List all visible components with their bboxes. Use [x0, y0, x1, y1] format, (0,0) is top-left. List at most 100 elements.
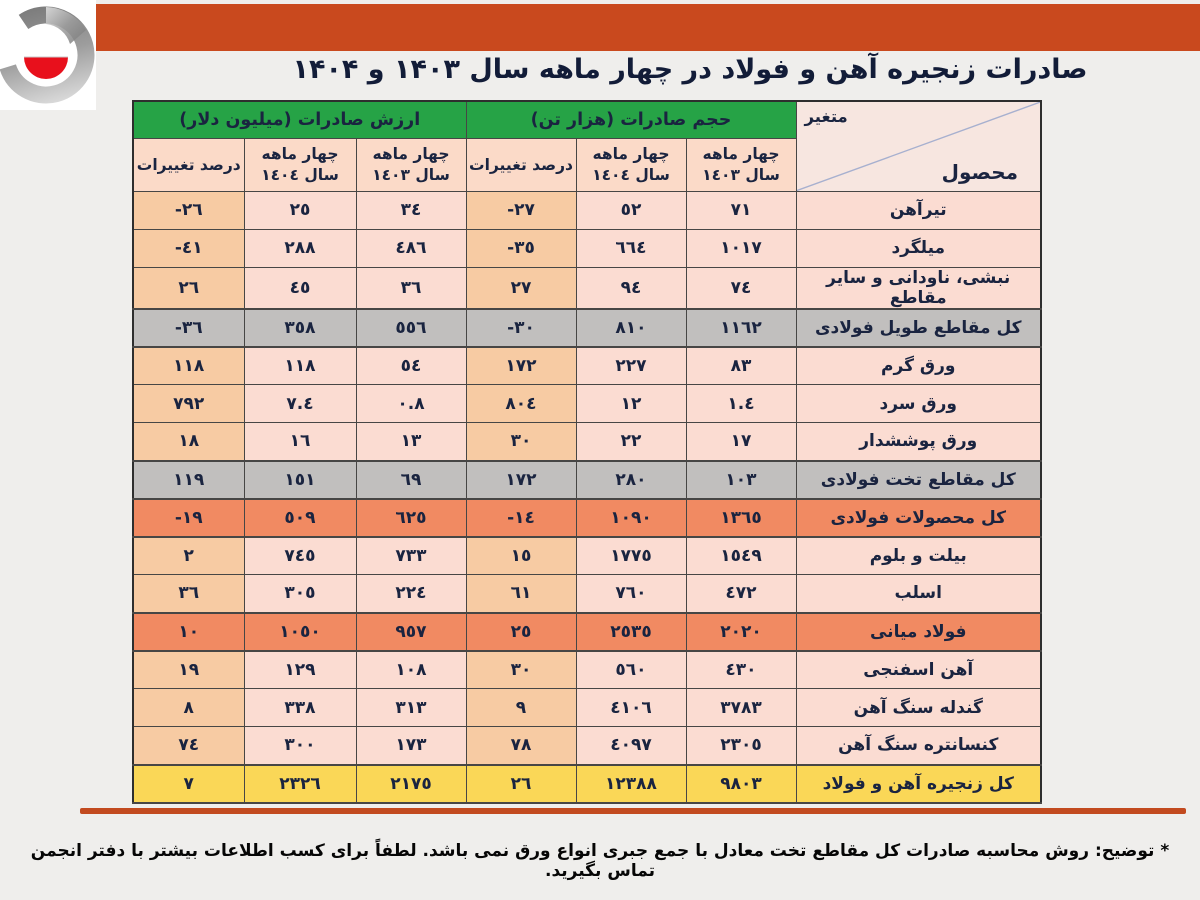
volume-change-cell: ٣٠: [465, 650, 577, 689]
value-1403-cell: ٦٢٥: [355, 497, 467, 538]
volume-change-cell: ١٧٢: [465, 346, 577, 385]
product-name-cell: ورق سرد: [795, 384, 1042, 423]
value-change-cell: ٧: [132, 763, 245, 804]
product-name-cell: فولاد میانی: [795, 611, 1042, 652]
col-header-line: سال ١٤٠٤: [592, 166, 670, 184]
value-change-cell: ٢: [132, 536, 245, 575]
volume-1403-cell: ٤٣٠: [685, 650, 797, 689]
footnote: * توضیح: روش محاسبه صادرات کل مقاطع تخت …: [30, 841, 1170, 881]
volume-1403-cell: ١٣٦٥: [685, 497, 797, 538]
page-title: صادرات زنجیره آهن و فولاد در چهار ماهه س…: [292, 54, 1088, 85]
volume-change-cell: ١٥: [465, 536, 577, 575]
product-name-cell: اسلب: [795, 574, 1042, 613]
product-name-cell: آهن اسفنجی: [795, 650, 1042, 689]
group-header-row: متغیر محصول حجم صادرات (هزار تن) ارزش صا…: [132, 100, 1042, 192]
exports-table-area: متغیر محصول حجم صادرات (هزار تن) ارزش صا…: [132, 100, 1042, 804]
value-change-cell: -٤١: [132, 228, 245, 268]
value-change-cell: ٧٤: [132, 726, 245, 765]
value-1404-cell: ٣٠٠: [243, 726, 357, 765]
product-name-cell: کل زنجیره آهن و فولاد: [795, 763, 1042, 804]
volume-1404-cell: ٢٥٣٥: [575, 611, 687, 652]
volume-change-cell: ١٧٢: [465, 459, 577, 500]
volume-1404-cell: ٧٦٠: [575, 574, 687, 613]
product-name-cell: میلگرد: [795, 228, 1042, 268]
table-row: تیرآهن ٧١ ٥٢ -٢٧ ٣٤ ٢٥ -٢٦: [132, 190, 1042, 230]
table-row: فولاد میانی ٢٠٢٠ ٢٥٣٥ ٢٥ ٩٥٧ ١٠٥٠ ١٠: [132, 611, 1042, 652]
value-1403-cell: ٠.٨: [355, 384, 467, 423]
volume-change-cell: ٢٧: [465, 266, 577, 309]
value-change-cell: ٧٩٢: [132, 384, 245, 423]
table-row: کل زنجیره آهن و فولاد ٩٨٠٣ ١٢٣٨٨ ٢٦ ٢١٧٥ ٢٣٢٦…: [132, 763, 1042, 804]
col-header-line: چهار ماهه: [261, 145, 339, 163]
col-header-volume-1404: چهار ماهه سال ١٤٠٤: [575, 137, 687, 192]
sub-header-row: چهار ماهه سال ١٤٠٣ چهار ماهه سال ١٤٠٤ در…: [132, 137, 1041, 192]
col-header-line: چهار ماهه: [592, 145, 670, 163]
volume-1404-cell: ٦٦٤: [575, 228, 687, 268]
table-row: کل محصولات فولادی ١٣٦٥ ١٠٩٠ -١٤ ٦٢٥ ٥٠٩ -١٩: [132, 497, 1042, 538]
association-logo: [0, 0, 96, 110]
corner-variable-label: متغیر: [804, 107, 848, 126]
value-change-cell: ١١٩: [132, 459, 245, 500]
volume-1403-cell: ٨٣: [685, 346, 797, 385]
value-change-cell: ٢٦: [132, 266, 245, 309]
table-row: ورق گرم ٨٣ ٢٢٧ ١٧٢ ٥٤ ١١٨ ١١٨: [132, 346, 1042, 385]
volume-1404-cell: ٥٦٠: [575, 650, 687, 689]
volume-1404-cell: ١٠٩٠: [575, 497, 687, 538]
value-change-cell: ٣٦: [132, 574, 245, 613]
product-name-cell: کنسانتره سنگ آهن: [795, 726, 1042, 765]
volume-1403-cell: ٣٧٨٣: [685, 688, 797, 727]
value-1404-cell: ٣٠٥: [243, 574, 357, 613]
product-name-cell: ورق پوششدار: [795, 422, 1042, 461]
volume-1403-cell: ٢٠٢٠: [685, 611, 797, 652]
volume-1403-cell: ٧١: [685, 190, 797, 230]
table-row: ورق سرد ١.٤ ١٢ ٨٠٤ ٠.٨ ٧.٤ ٧٩٢: [132, 384, 1042, 423]
volume-1403-cell: ١٥٤٩: [685, 536, 797, 575]
volume-1403-cell: ١١٦٢: [685, 307, 797, 348]
volume-1404-cell: ١٢٣٨٨: [575, 763, 687, 804]
table-row: اسلب ٤٧٢ ٧٦٠ ٦١ ٢٢٤ ٣٠٥ ٣٦: [132, 574, 1042, 613]
volume-1403-cell: ٢٣٠٥: [685, 726, 797, 765]
volume-1403-cell: ١٠١٧: [685, 228, 797, 268]
value-change-cell: ١٠: [132, 611, 245, 652]
value-change-cell: ١٩: [132, 650, 245, 689]
value-1404-cell: ٤٥: [243, 266, 357, 309]
value-1403-cell: ٣١٣: [355, 688, 467, 727]
table-row: نبشی، ناودانی و سایر مقاطع ٧٤ ٩٤ ٢٧ ٣٦ ٤٥ ٢٦: [132, 266, 1042, 309]
col-header-value-1404: چهار ماهه سال ١٤٠٤: [243, 137, 357, 192]
volume-change-cell: ٦١: [465, 574, 577, 613]
value-1404-cell: ١٢٩: [243, 650, 357, 689]
diagonal-divider-icon: [797, 102, 1041, 191]
corner-product-label: محصول: [941, 159, 1018, 184]
value-change-cell: ٨: [132, 688, 245, 727]
volume-1404-cell: ٥٢: [575, 190, 687, 230]
value-1404-cell: ٢٥: [243, 190, 357, 230]
steel-association-logo-icon: [0, 6, 95, 104]
table-row: کل مقاطع تخت فولادی ١٠٣ ٢٨٠ ١٧٢ ٦٩ ١٥١ ١١٩: [132, 459, 1042, 500]
volume-1403-cell: ١٧: [685, 422, 797, 461]
value-1403-cell: ٢١٧٥: [355, 763, 467, 804]
value-1404-cell: ٢٨٨: [243, 228, 357, 268]
col-header-value-pct: درصد تغییرات: [132, 137, 245, 192]
value-1404-cell: ٣٣٨: [243, 688, 357, 727]
volume-1404-cell: ٩٤: [575, 266, 687, 309]
table-row: ورق پوششدار ١٧ ٢٢ ٣٠ ١٣ ١٦ ١٨: [132, 422, 1042, 461]
col-header-volume-1403: چهار ماهه سال ١٤٠٣: [685, 137, 797, 192]
volume-change-cell: ٧٨: [465, 726, 577, 765]
value-1403-cell: ٦٩: [355, 459, 467, 500]
volume-1404-cell: ١٧٧٥: [575, 536, 687, 575]
volume-1403-cell: ٩٨٠٣: [685, 763, 797, 804]
product-name-cell: کل مقاطع طویل فولادی: [795, 307, 1042, 348]
product-name-cell: کل مقاطع تخت فولادی: [795, 459, 1042, 500]
product-name-cell: نبشی، ناودانی و سایر مقاطع: [795, 266, 1042, 309]
value-change-cell: ١٨: [132, 422, 245, 461]
value-1403-cell: ٩٥٧: [355, 611, 467, 652]
volume-change-cell: ٢٥: [465, 611, 577, 652]
table-row: کل مقاطع طویل فولادی ١١٦٢ ٨١٠ -٣٠ ٥٥٦ ٣٥٨ -٣٦: [132, 307, 1042, 348]
value-1403-cell: ٥٤: [355, 346, 467, 385]
volume-1403-cell: ٧٤: [685, 266, 797, 309]
table-row: گندله سنگ آهن ٣٧٨٣ ٤١٠٦ ٩ ٣١٣ ٣٣٨ ٨: [132, 688, 1042, 727]
value-1403-cell: ١٠٨: [355, 650, 467, 689]
col-header-line: چهار ماهه: [702, 145, 780, 163]
value-1403-cell: ١٣: [355, 422, 467, 461]
volume-1404-cell: ٢٨٠: [575, 459, 687, 500]
